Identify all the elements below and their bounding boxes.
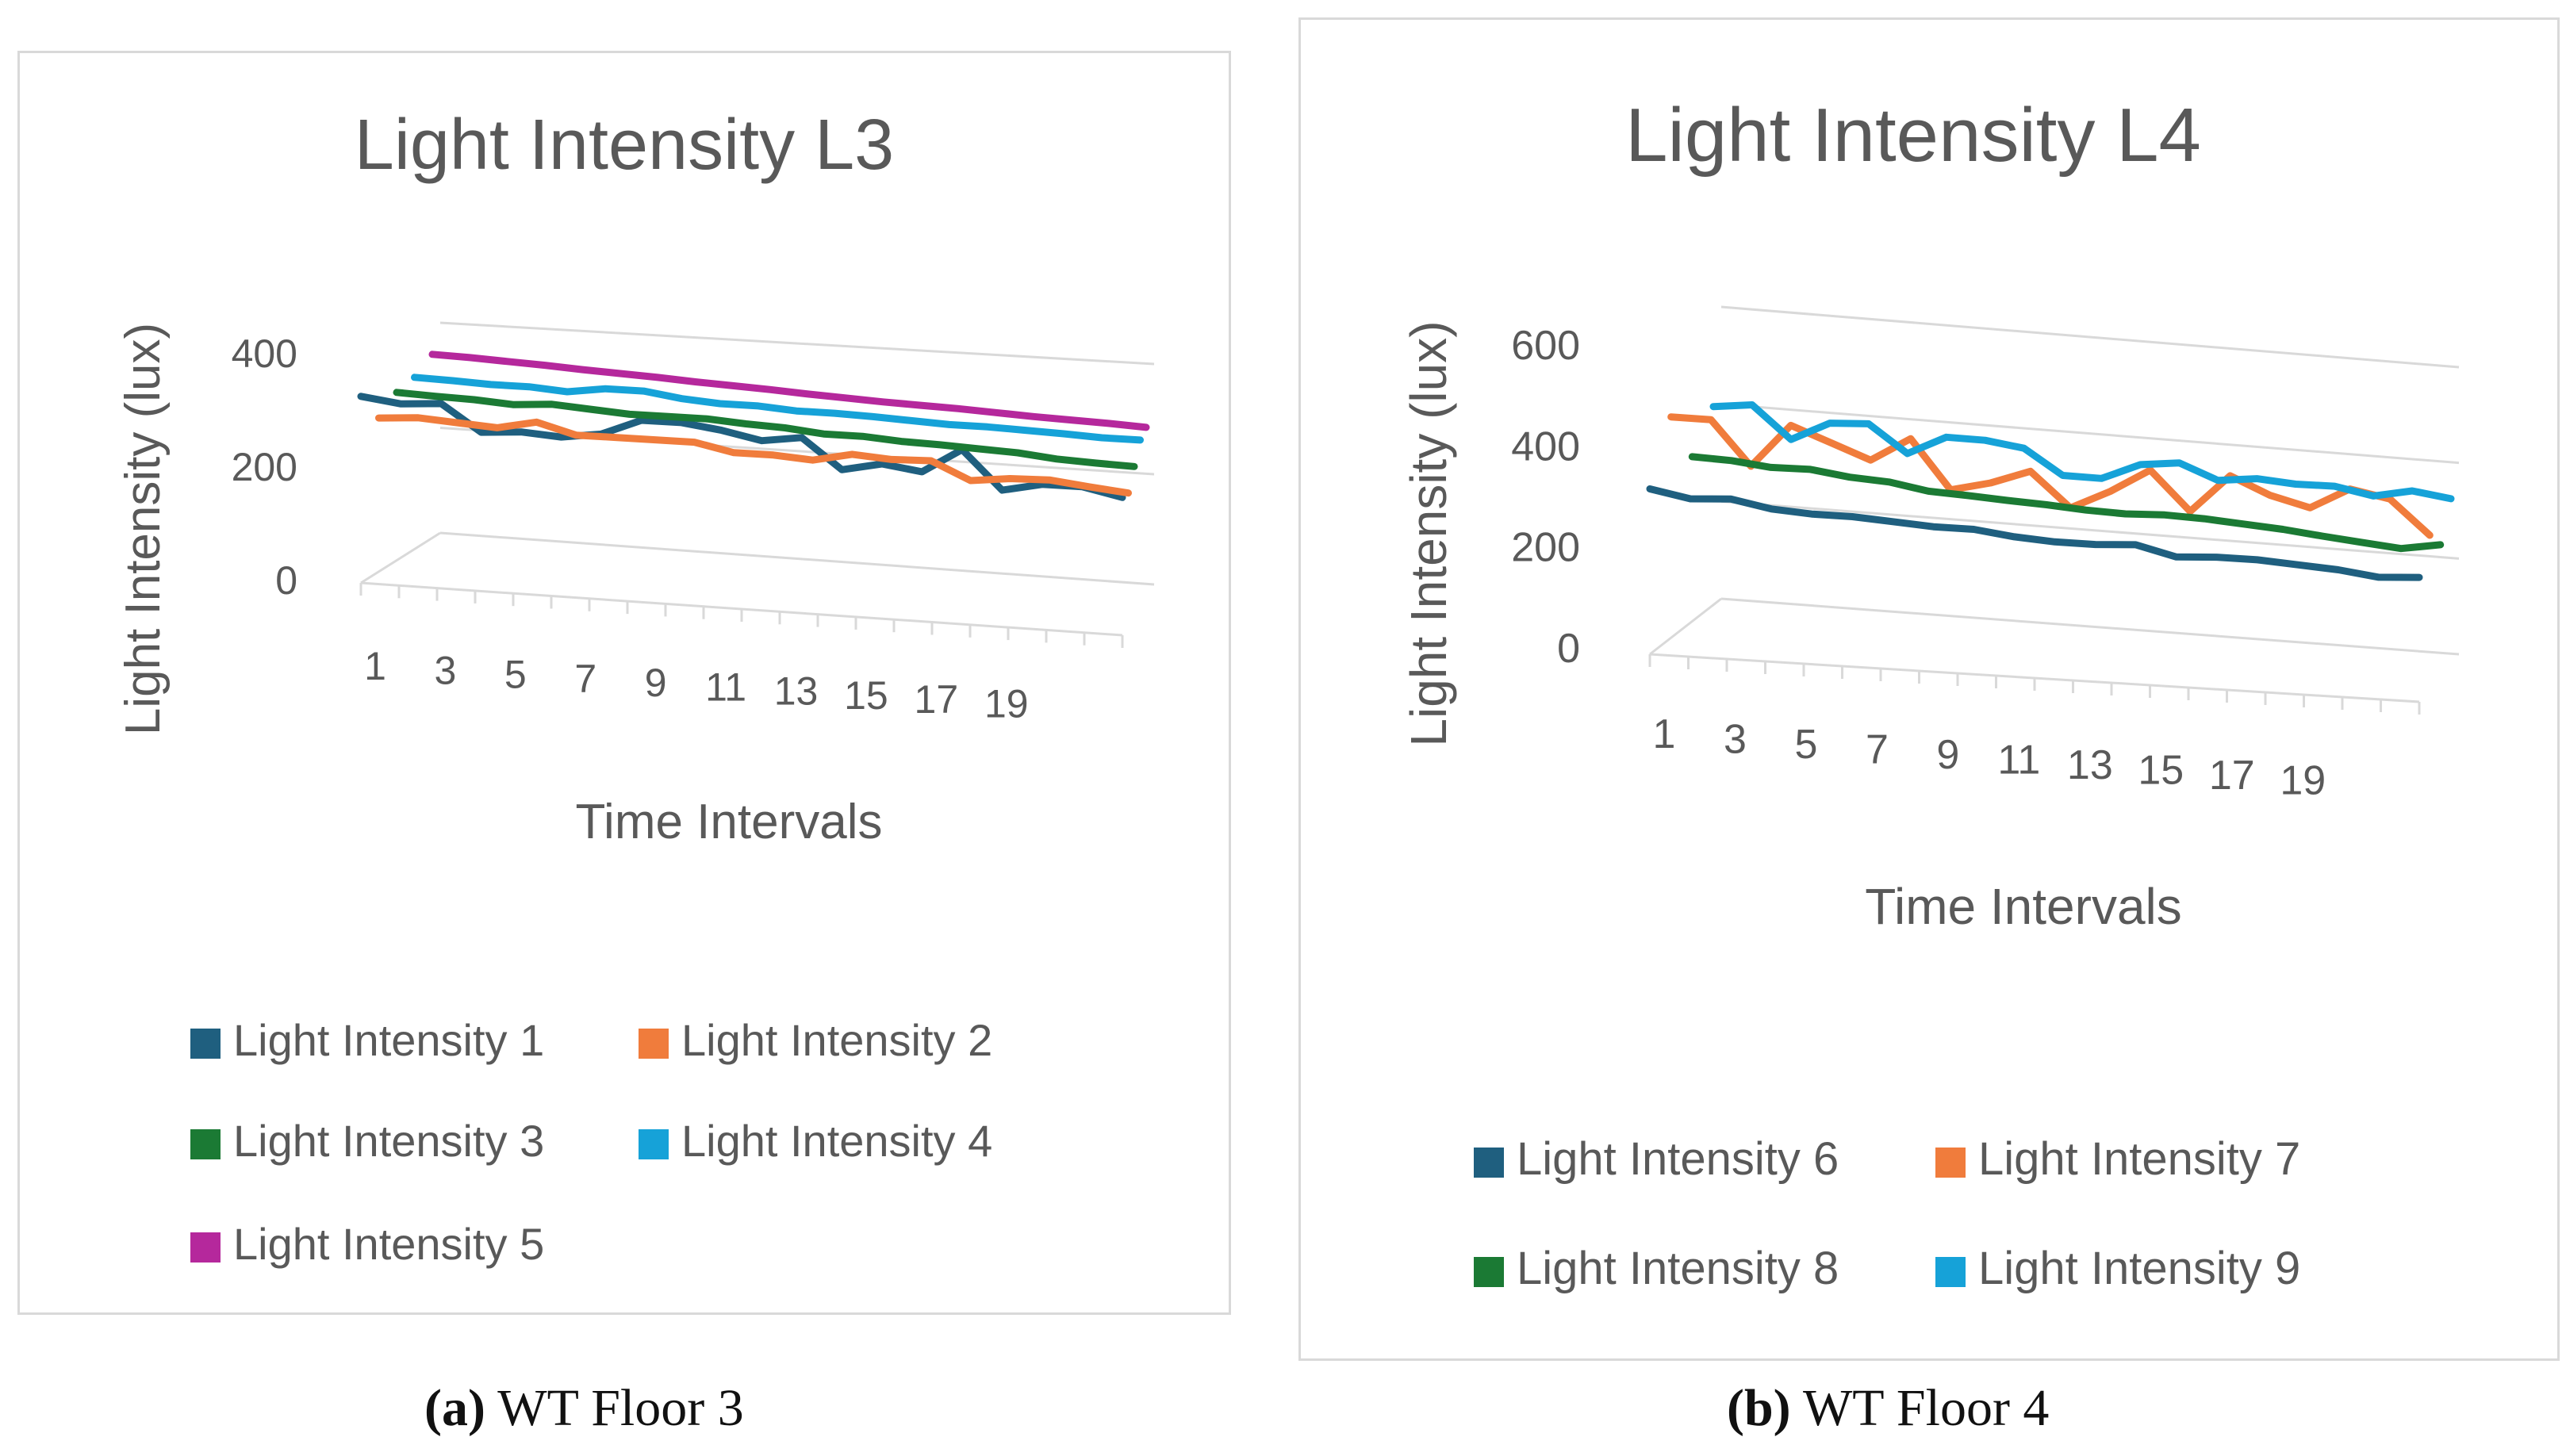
l3-legend-label-1: Light Intensity 1 [233,1015,544,1065]
l4-series-line-2 [1667,413,2434,539]
caption-b: (b) WT Floor 4 [1727,1378,2049,1439]
l4-xtick-label-19: 19 [2280,758,2326,804]
l3-xtick-label-1: 1 [364,644,386,688]
l3-legend-label-3: Light Intensity 3 [233,1116,544,1166]
l4-legend-label-1: Light Intensity 6 [1517,1133,1839,1185]
l3-xtick-label-15: 15 [844,673,888,718]
l3-y-axis-title: Light Intensity (lux) [116,323,171,735]
l4-legend-label-4: Light Intensity 9 [1978,1243,2300,1294]
l3-title: Light Intensity L3 [355,105,894,185]
caption-a-label: (a) [424,1379,485,1437]
l4-legend-swatch-2 [1935,1148,1966,1178]
l3-legend-swatch-1 [190,1029,221,1059]
l4-gridline-0 [1720,597,2460,656]
l3-legend-swatch-4 [639,1129,669,1159]
l4-xtick-label-17: 17 [2209,753,2255,799]
l3-xtick-label-19: 19 [984,681,1029,726]
l4-xtick-label-1: 1 [1653,711,1676,757]
l4-ytick-label-600: 600 [1511,323,1580,369]
l4-gridline-200 [1720,500,2460,560]
l3-legend-label-2: Light Intensity 2 [681,1015,992,1065]
l4-legend-label-3: Light Intensity 8 [1517,1243,1839,1294]
l4-series-line-1 [1646,485,2423,581]
l3-ytick-label-400: 400 [232,331,297,376]
l4-legend-swatch-3 [1474,1257,1504,1287]
l4-legend-label-2: Light Intensity 7 [1978,1133,2300,1185]
l3-legend-swatch-2 [639,1029,669,1059]
chart-panel-l3: Light Intensity L3 0 200 400 1 3 5 7 9 11 13 15 17 19… [17,51,1231,1315]
l4-ytick-label-400: 400 [1511,423,1580,469]
l4-ytick-label-200: 200 [1511,525,1580,571]
l3-xtick-label-3: 3 [435,648,457,692]
l3-legend-swatch-3 [190,1129,221,1159]
l4-xtick-label-9: 9 [1936,732,1959,778]
l3-x-axis-title: Time Intervals [575,795,882,849]
l4-series-line-3 [1688,453,2445,553]
caption-a: (a) WT Floor 3 [424,1378,744,1439]
l4-xtick-label-11: 11 [1997,738,2040,784]
l3-series-line-5 [428,351,1150,431]
l3-gridline-400 [439,321,1155,366]
l4-xtick-label-3: 3 [1724,717,1747,763]
l3-xtick-label-9: 9 [645,661,667,705]
l3-gridline-0 [439,531,1155,586]
l4-title: Light Intensity L4 [1625,93,2201,178]
l3-xtick-label-11: 11 [705,665,746,709]
l3-series-line-2 [375,414,1132,497]
l3-ytick-label-0: 0 [275,558,297,603]
caption-b-text: WT Floor 4 [1802,1379,2050,1437]
l3-series-line-4 [411,374,1144,444]
caption-b-label: (b) [1727,1379,1791,1437]
l3-legend-label-5: Light Intensity 5 [233,1219,544,1269]
l3-xtick-label-17: 17 [915,677,959,722]
l3-series-line-1 [357,393,1126,501]
l4-xtick-label-15: 15 [2138,748,2184,794]
l4-legend-swatch-1 [1474,1148,1504,1178]
caption-a-text: WT Floor 3 [497,1379,744,1437]
l4-xtick-label-5: 5 [1794,722,1817,768]
l4-y-axis-title: Light Intensity (lux) [1400,320,1457,746]
l3-ytick-label-200: 200 [232,445,297,489]
l4-gridline-600 [1720,305,2460,369]
l4-xtick-label-13: 13 [2067,742,2113,788]
l4-series-line-4 [1709,401,2455,503]
l4-x-axis-title: Time Intervals [1865,878,2182,935]
l3-xtick-label-7: 7 [574,657,596,701]
l3-xtick-label-5: 5 [504,653,527,697]
chart-panel-l4: Light Intensity L4 0 200 400 600 1 3 5 7 9 11 13 15 1… [1298,17,2560,1361]
l3-series-line-3 [393,389,1138,470]
l3-floor-side-edge [360,531,441,584]
l4-floor-side-edge [1649,597,1722,656]
l4-gridline-400 [1720,403,2460,465]
l3-legend-swatch-5 [190,1232,221,1263]
l4-xtick-label-7: 7 [1866,727,1889,773]
l3-xtick-label-13: 13 [774,669,819,714]
l4-ytick-label-0: 0 [1557,626,1580,672]
l4-legend-swatch-4 [1935,1257,1966,1287]
l3-legend-label-4: Light Intensity 4 [681,1116,992,1166]
